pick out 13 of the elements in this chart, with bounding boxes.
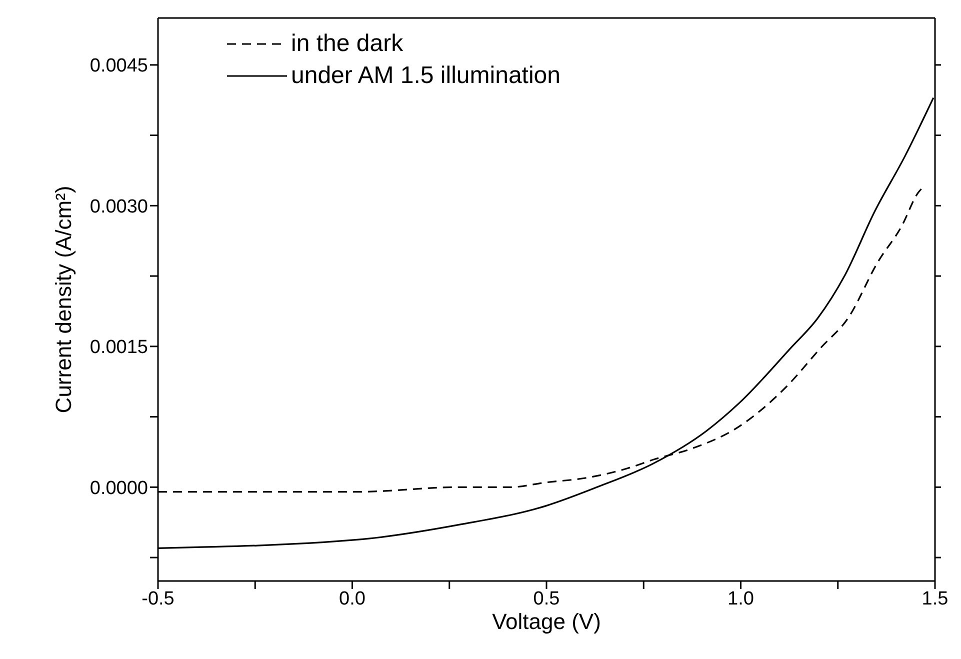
x-tick-label: -0.5 bbox=[142, 588, 174, 610]
x-tick-label: 1.5 bbox=[922, 588, 948, 610]
x-tick-label: 1.0 bbox=[728, 588, 754, 610]
y-tick-label: 0.0045 bbox=[90, 56, 148, 77]
y-tick-label: 0.0000 bbox=[90, 478, 148, 499]
y-tick-label: 0.0015 bbox=[90, 337, 148, 358]
legend-label: under AM 1.5 illumination bbox=[291, 61, 560, 91]
y-tick-label: 0.0030 bbox=[90, 196, 148, 218]
y-axis-title: Current density (A/cm²) bbox=[50, 186, 76, 414]
x-axis-title: Voltage (V) bbox=[492, 609, 601, 634]
legend-label: in the dark bbox=[291, 29, 404, 59]
x-tick-label: 0.0 bbox=[339, 588, 366, 610]
x-tick-label: 0.5 bbox=[533, 588, 560, 610]
